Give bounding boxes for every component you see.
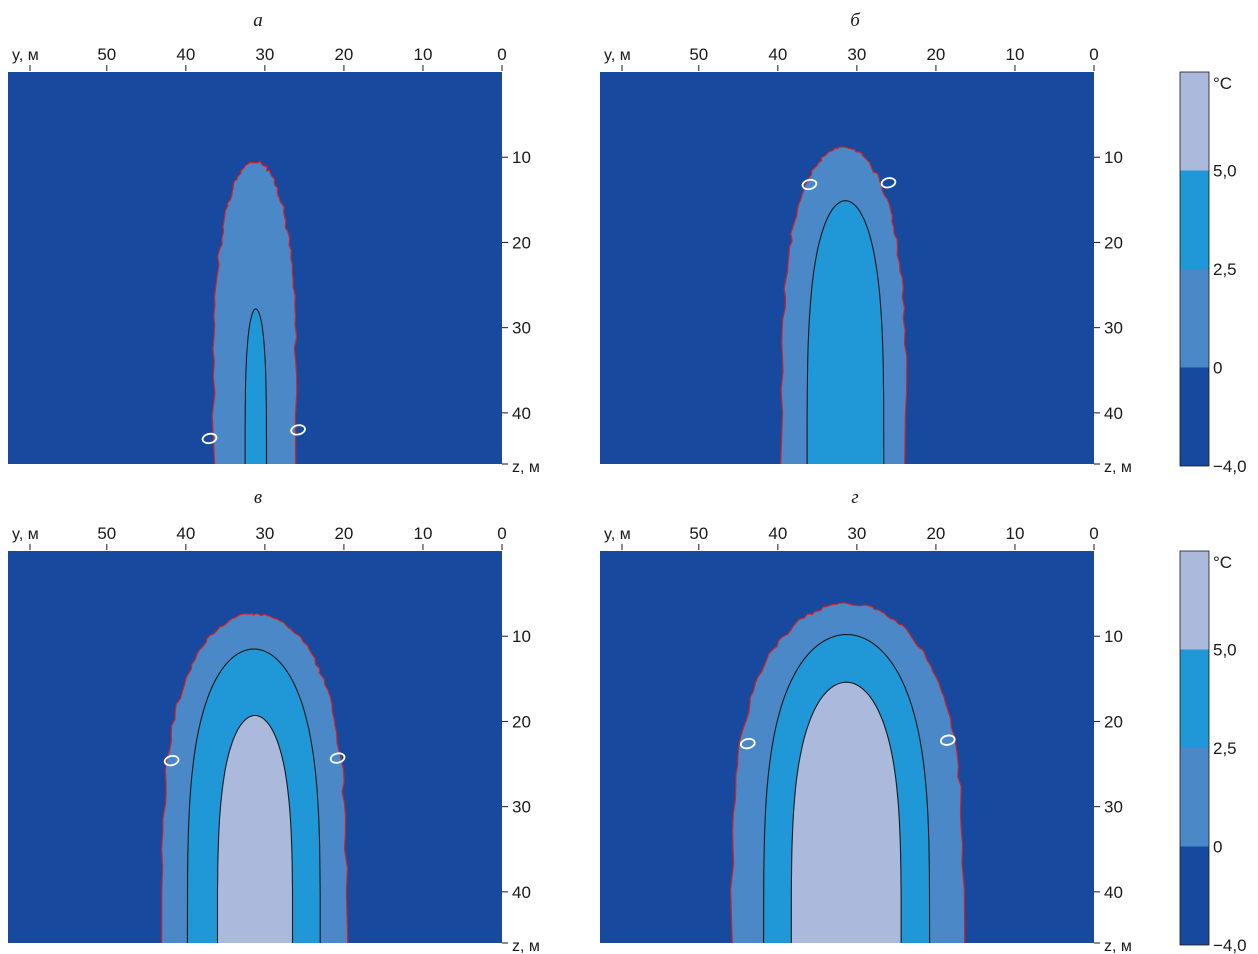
z-tick-label: 10 bbox=[1104, 627, 1123, 646]
z-tick-label: 30 bbox=[512, 319, 531, 338]
x-tick-label: 30 bbox=[847, 45, 866, 64]
x-tick-label: 40 bbox=[768, 45, 787, 64]
x-tick-label: 10 bbox=[413, 45, 432, 64]
colorbar-segment bbox=[1180, 649, 1209, 748]
x-tick-label: 20 bbox=[334, 524, 353, 543]
x-tick-label: 20 bbox=[334, 45, 353, 64]
z-tick-label: 40 bbox=[512, 883, 531, 902]
z-tick-label: 40 bbox=[1104, 404, 1123, 423]
x-tick-label: 0 bbox=[497, 45, 506, 64]
colorbar-segment bbox=[1180, 846, 1209, 945]
colorbar-tick-label: −4,0 bbox=[1213, 936, 1247, 954]
z-tick-label: 30 bbox=[1104, 798, 1123, 817]
zero-isoline-marker bbox=[163, 755, 180, 767]
isotherm-zone-5-0 bbox=[790, 681, 902, 943]
colorbar-frame bbox=[1179, 550, 1210, 946]
z-tick-label: 40 bbox=[1104, 883, 1123, 902]
colorbar-1: °C 5,0 2,5 0 −4,0 bbox=[1179, 71, 1247, 476]
zero-isoline-marker bbox=[290, 424, 306, 436]
z-tick-label: 30 bbox=[1104, 319, 1123, 338]
z-tick-label: 20 bbox=[1104, 233, 1123, 252]
z-tick-label: 10 bbox=[512, 148, 531, 167]
colorbar-segment bbox=[1180, 367, 1209, 466]
x-axis-label: y, м bbox=[12, 47, 39, 64]
panel-3: в 50 40 30 20 10 0 y, м 10 20 30 40 z, м bbox=[8, 487, 540, 954]
x-tick-label: 10 bbox=[1005, 45, 1024, 64]
panel-letter: в bbox=[254, 487, 262, 508]
panel-letter: г bbox=[851, 487, 858, 508]
colorbar-tick-label: 2,5 bbox=[1213, 260, 1237, 279]
colorbar-tick-label: 0 bbox=[1213, 359, 1222, 378]
zero-isoline-marker bbox=[739, 737, 756, 750]
zero-isoline-marker bbox=[201, 432, 218, 445]
z-axis-label: z, м bbox=[512, 459, 540, 476]
z-tick-label: 20 bbox=[512, 712, 531, 731]
x-tick-label: 30 bbox=[847, 524, 866, 543]
x-tick-label: 0 bbox=[497, 524, 506, 543]
panel-letter: а bbox=[253, 10, 263, 31]
z-axis-label: z, м bbox=[1104, 459, 1132, 476]
z-axis-label: z, м bbox=[1104, 938, 1132, 954]
x-tick-label: 20 bbox=[926, 524, 945, 543]
colorbar-tick-label: 0 bbox=[1213, 838, 1222, 857]
z-tick-label: 40 bbox=[512, 404, 531, 423]
x-tick-label: 40 bbox=[176, 45, 195, 64]
x-tick-label: 50 bbox=[689, 45, 708, 64]
x-tick-label: 40 bbox=[768, 524, 787, 543]
z-tick-label: 10 bbox=[1104, 148, 1123, 167]
colorbar-segment bbox=[1180, 551, 1209, 650]
zero-isoline-marker bbox=[880, 177, 897, 189]
z-axis-label: z, м bbox=[512, 938, 540, 954]
x-tick-label: 10 bbox=[413, 524, 432, 543]
z-tick-label: 20 bbox=[512, 233, 531, 252]
colorbar-frame bbox=[1179, 71, 1210, 467]
z-tick-label: 30 bbox=[512, 798, 531, 817]
x-tick-label: 50 bbox=[97, 524, 116, 543]
colorbar-segment bbox=[1180, 72, 1209, 171]
x-axis-label: y, м bbox=[604, 47, 631, 64]
colorbar-tick-label: 5,0 bbox=[1213, 162, 1237, 181]
colorbar-tick-label: 2,5 bbox=[1213, 739, 1237, 758]
x-tick-label: 30 bbox=[255, 45, 274, 64]
isotherm-zone-2-5 bbox=[244, 308, 268, 464]
colorbar-segment bbox=[1180, 170, 1209, 269]
isotherm-zone-5-0 bbox=[216, 714, 294, 943]
x-tick-label: 40 bbox=[176, 524, 195, 543]
colorbar-segment bbox=[1180, 748, 1209, 847]
isotherm-zone-2-5 bbox=[806, 200, 885, 464]
zero-isoline-marker bbox=[801, 178, 818, 191]
x-tick-label: 50 bbox=[97, 45, 116, 64]
colorbar-2: °C 5,0 2,5 0 −4,0 bbox=[1179, 550, 1247, 954]
panel-1: а 50 40 30 20 10 0 y, м 10 20 30 40 z, м bbox=[8, 10, 540, 476]
colorbar-tick-label: −4,0 bbox=[1213, 457, 1247, 476]
colorbar-unit: °C bbox=[1213, 74, 1232, 93]
x-tick-label: 30 bbox=[255, 524, 274, 543]
zero-isoline-marker bbox=[329, 752, 346, 764]
x-tick-label: 10 bbox=[1005, 524, 1024, 543]
x-tick-label: 20 bbox=[926, 45, 945, 64]
x-tick-label: 50 bbox=[689, 524, 708, 543]
x-axis-label: y, м bbox=[604, 526, 631, 543]
colorbar-segment bbox=[1180, 269, 1209, 368]
z-tick-label: 20 bbox=[1104, 712, 1123, 731]
x-tick-label: 0 bbox=[1089, 524, 1098, 543]
x-tick-label: 0 bbox=[1089, 45, 1098, 64]
panel-letter: б bbox=[850, 10, 861, 31]
x-axis-label: y, м bbox=[12, 526, 39, 543]
colorbar-tick-label: 5,0 bbox=[1213, 641, 1237, 660]
panel-4: г 50 40 30 20 10 0 y, м 10 20 30 40 z, м bbox=[600, 487, 1132, 954]
zero-isoline-marker bbox=[939, 734, 956, 746]
z-tick-label: 10 bbox=[512, 627, 531, 646]
colorbar-unit: °C bbox=[1213, 553, 1232, 572]
panel-2: б 50 40 30 20 10 0 y, м 10 20 30 40 z, м bbox=[600, 10, 1132, 476]
